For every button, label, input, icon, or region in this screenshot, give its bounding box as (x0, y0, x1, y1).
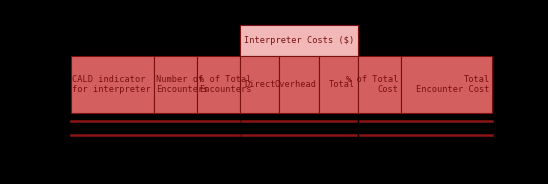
Bar (71, 56, 154, 113)
Bar (240, 56, 279, 113)
Text: Number of
Encounters: Number of Encounters (156, 75, 208, 94)
Bar (154, 56, 197, 113)
Text: CALD indicator
for interpreter: CALD indicator for interpreter (72, 75, 151, 94)
Text: Interpreter Costs ($): Interpreter Costs ($) (244, 36, 354, 45)
Bar (279, 56, 319, 113)
Bar (401, 56, 492, 113)
Bar (240, 25, 358, 56)
Text: Direct: Direct (244, 80, 276, 89)
Bar (319, 56, 358, 113)
Text: Total
Encounter Cost: Total Encounter Cost (416, 75, 490, 94)
Bar (358, 56, 401, 113)
Text: % of Total
Cost: % of Total Cost (346, 75, 398, 94)
Bar (197, 56, 240, 113)
Text: Total: Total (329, 80, 355, 89)
Text: % of Total
Encounters: % of Total Encounters (199, 75, 252, 94)
Text: Overhead: Overhead (275, 80, 317, 89)
